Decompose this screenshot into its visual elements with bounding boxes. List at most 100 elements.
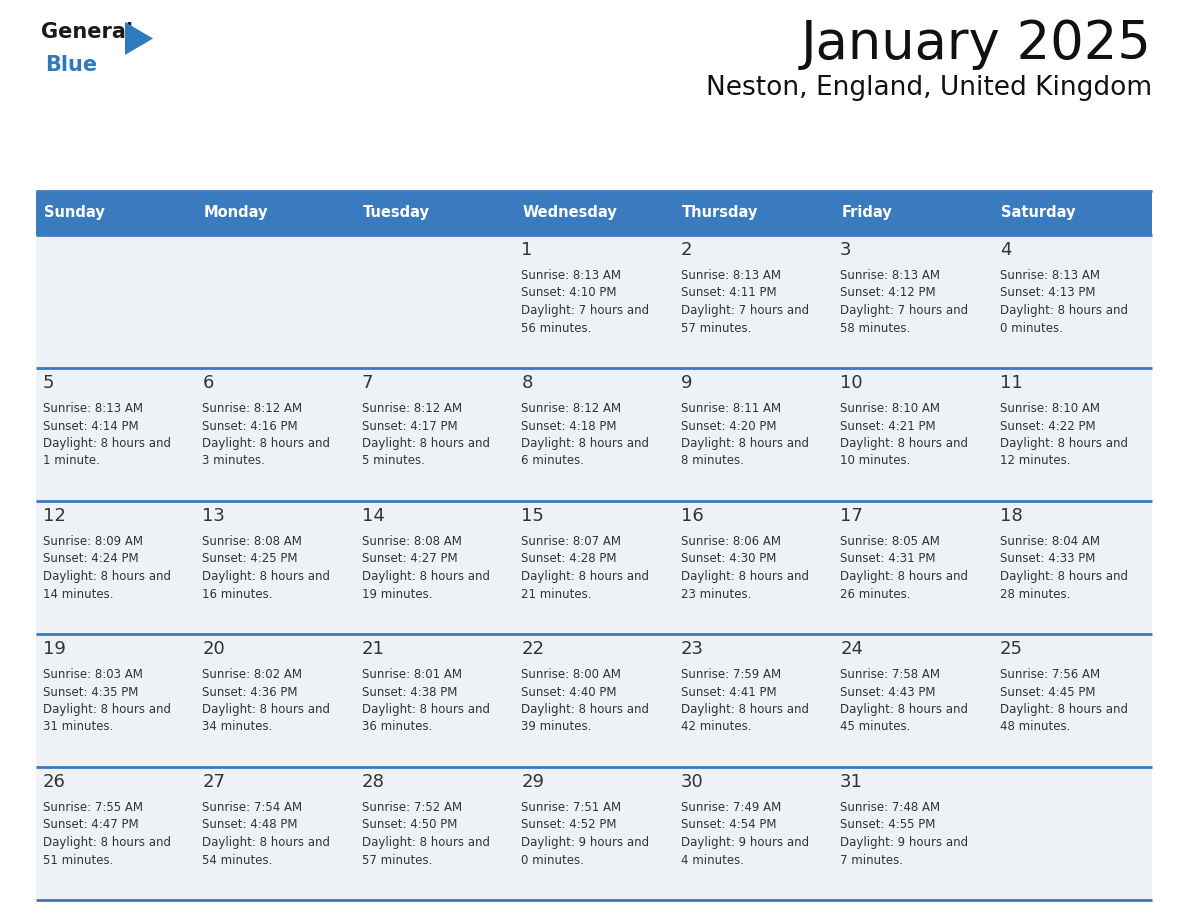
Text: January 2025: January 2025	[801, 18, 1152, 70]
Bar	[355, 634, 514, 767]
Text: Daylight: 8 hours and: Daylight: 8 hours and	[999, 304, 1127, 317]
Text: Daylight: 8 hours and: Daylight: 8 hours and	[681, 703, 809, 716]
Text: Sunrise: 8:04 AM: Sunrise: 8:04 AM	[999, 535, 1100, 548]
Text: Daylight: 8 hours and: Daylight: 8 hours and	[43, 570, 171, 583]
Text: Sunrise: 8:13 AM: Sunrise: 8:13 AM	[999, 269, 1100, 282]
Bar	[514, 634, 674, 767]
Text: Sunset: 4:50 PM: Sunset: 4:50 PM	[362, 819, 457, 832]
Text: Daylight: 8 hours and: Daylight: 8 hours and	[43, 437, 171, 450]
Text: Sunrise: 7:58 AM: Sunrise: 7:58 AM	[840, 668, 940, 681]
Bar	[833, 634, 992, 767]
Bar	[196, 501, 355, 634]
Text: Daylight: 8 hours and: Daylight: 8 hours and	[43, 836, 171, 849]
Text: 54 minutes.: 54 minutes.	[202, 854, 273, 867]
Text: Sunset: 4:18 PM: Sunset: 4:18 PM	[522, 420, 617, 432]
Text: Sunset: 4:52 PM: Sunset: 4:52 PM	[522, 819, 617, 832]
Text: Friday: Friday	[841, 206, 892, 220]
Text: 26 minutes.: 26 minutes.	[840, 588, 911, 600]
Text: Daylight: 8 hours and: Daylight: 8 hours and	[202, 836, 330, 849]
Text: Sunset: 4:24 PM: Sunset: 4:24 PM	[43, 553, 139, 565]
Text: 4 minutes.: 4 minutes.	[681, 854, 744, 867]
Text: Wednesday: Wednesday	[523, 206, 617, 220]
Text: Monday: Monday	[203, 206, 268, 220]
Text: Sunrise: 8:11 AM: Sunrise: 8:11 AM	[681, 402, 781, 415]
Text: Daylight: 8 hours and: Daylight: 8 hours and	[202, 703, 330, 716]
Text: 15: 15	[522, 507, 544, 525]
Text: Sunrise: 7:54 AM: Sunrise: 7:54 AM	[202, 801, 303, 814]
Text: 20: 20	[202, 640, 226, 658]
Text: Daylight: 8 hours and: Daylight: 8 hours and	[681, 570, 809, 583]
Text: 7 minutes.: 7 minutes.	[840, 854, 903, 867]
Text: Sunrise: 7:59 AM: Sunrise: 7:59 AM	[681, 668, 781, 681]
Text: 8: 8	[522, 374, 532, 392]
Text: 6 minutes.: 6 minutes.	[522, 454, 584, 467]
Text: Sunset: 4:41 PM: Sunset: 4:41 PM	[681, 686, 776, 699]
Bar	[674, 368, 833, 501]
Bar	[992, 767, 1152, 900]
Text: Sunset: 4:33 PM: Sunset: 4:33 PM	[999, 553, 1095, 565]
Bar	[833, 191, 992, 235]
Text: 31 minutes.: 31 minutes.	[43, 721, 113, 733]
Text: 3 minutes.: 3 minutes.	[202, 454, 265, 467]
Text: Sunrise: 7:52 AM: Sunrise: 7:52 AM	[362, 801, 462, 814]
Text: Daylight: 8 hours and: Daylight: 8 hours and	[999, 570, 1127, 583]
Text: 4: 4	[999, 241, 1011, 259]
Bar	[514, 767, 674, 900]
Bar	[514, 368, 674, 501]
Bar	[833, 368, 992, 501]
Text: Sunset: 4:11 PM: Sunset: 4:11 PM	[681, 286, 776, 299]
Bar	[355, 235, 514, 368]
Bar	[674, 235, 833, 368]
Text: Sunrise: 7:51 AM: Sunrise: 7:51 AM	[522, 801, 621, 814]
Bar	[196, 191, 355, 235]
Text: 28: 28	[362, 773, 385, 791]
Bar	[196, 368, 355, 501]
Text: Thursday: Thursday	[682, 206, 758, 220]
Text: 1 minute.: 1 minute.	[43, 454, 100, 467]
Bar	[674, 191, 833, 235]
Text: 3: 3	[840, 241, 852, 259]
Text: 56 minutes.: 56 minutes.	[522, 321, 592, 334]
Text: Sunrise: 8:08 AM: Sunrise: 8:08 AM	[202, 535, 302, 548]
Text: Sunset: 4:48 PM: Sunset: 4:48 PM	[202, 819, 298, 832]
Text: Sunset: 4:28 PM: Sunset: 4:28 PM	[522, 553, 617, 565]
Text: 7: 7	[362, 374, 373, 392]
Bar	[992, 501, 1152, 634]
Bar	[833, 235, 992, 368]
Text: 26: 26	[43, 773, 65, 791]
Text: Sunset: 4:45 PM: Sunset: 4:45 PM	[999, 686, 1095, 699]
Text: 14: 14	[362, 507, 385, 525]
Text: Daylight: 8 hours and: Daylight: 8 hours and	[840, 570, 968, 583]
Text: Sunrise: 8:08 AM: Sunrise: 8:08 AM	[362, 535, 462, 548]
Bar	[355, 767, 514, 900]
Bar	[355, 368, 514, 501]
Text: 10: 10	[840, 374, 862, 392]
Text: 57 minutes.: 57 minutes.	[681, 321, 751, 334]
Bar	[674, 634, 833, 767]
Text: Sunrise: 7:48 AM: Sunrise: 7:48 AM	[840, 801, 940, 814]
Bar	[514, 501, 674, 634]
Text: Daylight: 7 hours and: Daylight: 7 hours and	[681, 304, 809, 317]
Text: Blue: Blue	[45, 55, 97, 75]
Text: Daylight: 9 hours and: Daylight: 9 hours and	[522, 836, 650, 849]
Text: Sunrise: 8:06 AM: Sunrise: 8:06 AM	[681, 535, 781, 548]
Text: Daylight: 8 hours and: Daylight: 8 hours and	[362, 570, 489, 583]
Text: 31: 31	[840, 773, 862, 791]
Text: Sunset: 4:38 PM: Sunset: 4:38 PM	[362, 686, 457, 699]
Bar	[36, 368, 196, 501]
Text: Sunrise: 7:55 AM: Sunrise: 7:55 AM	[43, 801, 143, 814]
Text: Sunset: 4:43 PM: Sunset: 4:43 PM	[840, 686, 936, 699]
Text: 48 minutes.: 48 minutes.	[999, 721, 1070, 733]
Text: Daylight: 8 hours and: Daylight: 8 hours and	[999, 437, 1127, 450]
Bar	[36, 501, 196, 634]
Text: Sunrise: 8:13 AM: Sunrise: 8:13 AM	[522, 269, 621, 282]
Text: 0 minutes.: 0 minutes.	[999, 321, 1062, 334]
Text: 58 minutes.: 58 minutes.	[840, 321, 910, 334]
Text: Sunrise: 8:10 AM: Sunrise: 8:10 AM	[999, 402, 1100, 415]
Text: 16: 16	[681, 507, 703, 525]
Text: Daylight: 7 hours and: Daylight: 7 hours and	[522, 304, 650, 317]
Text: Daylight: 8 hours and: Daylight: 8 hours and	[522, 437, 650, 450]
Text: Sunset: 4:31 PM: Sunset: 4:31 PM	[840, 553, 936, 565]
Text: 19: 19	[43, 640, 65, 658]
Text: 16 minutes.: 16 minutes.	[202, 588, 273, 600]
